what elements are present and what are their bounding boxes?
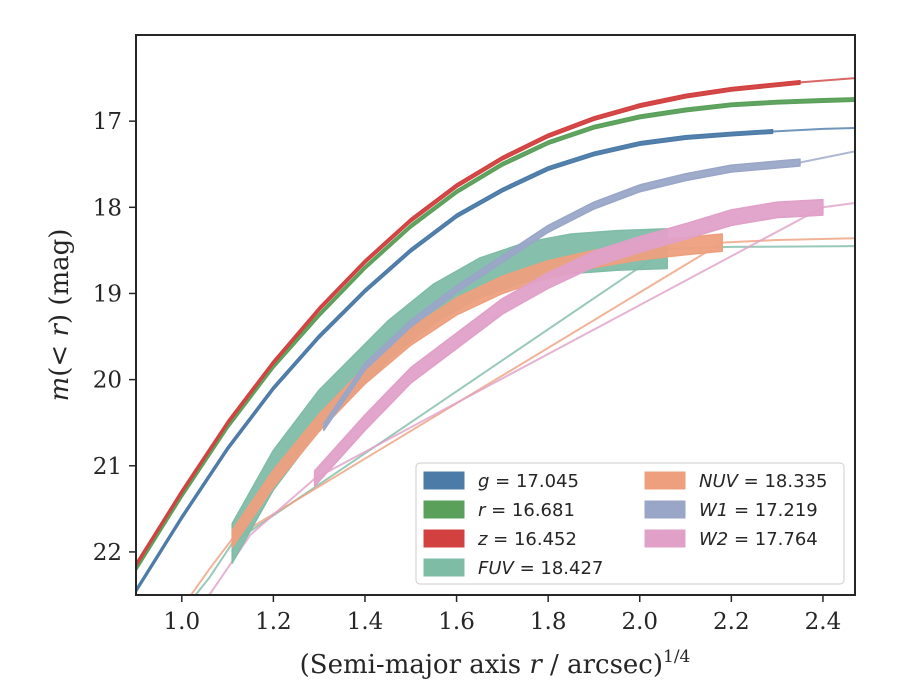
series-band-r — [136, 97, 855, 572]
series-band-w2 — [313, 198, 824, 488]
plot-frame — [135, 34, 856, 596]
x-tick-label: 2.4 — [805, 609, 842, 635]
x-tick-label: 1.0 — [164, 609, 201, 635]
y-tick-label: 19 — [93, 281, 122, 307]
legend-label-w1: W1 = 17.219 — [699, 500, 818, 521]
y-tick-label: 18 — [93, 195, 122, 221]
legend-box — [415, 462, 845, 585]
series-band-g — [136, 129, 774, 594]
x-tick-label: 2.0 — [621, 609, 658, 635]
series-model-line-fuv — [194, 245, 855, 595]
legend-swatch-w1 — [644, 500, 686, 519]
series-model-line-w1 — [799, 150, 855, 164]
series-band-z — [136, 79, 801, 568]
legend-label-r: r = 16.681 — [478, 500, 575, 521]
x-tick-label: 2.2 — [713, 609, 750, 635]
legend-swatch-r — [423, 500, 465, 519]
y-axis: 17 18 19 20 21 22 — [93, 109, 136, 566]
series-layer — [136, 77, 855, 595]
y-axis-label: m(< r) (mag) — [45, 229, 75, 402]
legend-swatch-w2 — [644, 529, 686, 548]
series-model-line-z — [799, 77, 855, 84]
x-tick-label: 1.6 — [438, 609, 475, 635]
legend-label-z: z = 16.452 — [477, 529, 577, 550]
x-axis-label: (Semi-major axis r / arcsec)1/4 — [300, 647, 691, 680]
legend-label-nuv: NUV = 18.335 — [699, 471, 827, 492]
y-tick-label: 21 — [93, 454, 122, 480]
legend-swatch-nuv — [644, 471, 686, 490]
legend: g = 17.045 r = 16.681 z = 16.452 FUV = 18.4… — [415, 462, 845, 585]
legend-swatch-g — [423, 471, 465, 490]
y-tick-label: 20 — [93, 368, 122, 394]
legend-label-w2: W2 = 17.764 — [699, 529, 818, 550]
legend-label-g: g = 17.045 — [478, 471, 579, 492]
series-model-line-g — [771, 127, 855, 133]
x-tick-label: 1.2 — [255, 609, 292, 635]
y-tick-label: 22 — [93, 540, 122, 566]
x-tick-label: 1.4 — [347, 609, 384, 635]
legend-label-fuv: FUV = 18.427 — [478, 558, 603, 579]
y-tick-label: 17 — [93, 109, 122, 135]
series-band-w1 — [323, 158, 801, 432]
legend-swatch-fuv — [423, 558, 465, 577]
legend-swatch-z — [423, 529, 465, 548]
x-axis: 1.0 1.2 1.4 1.6 1.8 2.0 2.2 2.4 — [164, 595, 842, 635]
x-tick-label: 1.8 — [530, 609, 567, 635]
